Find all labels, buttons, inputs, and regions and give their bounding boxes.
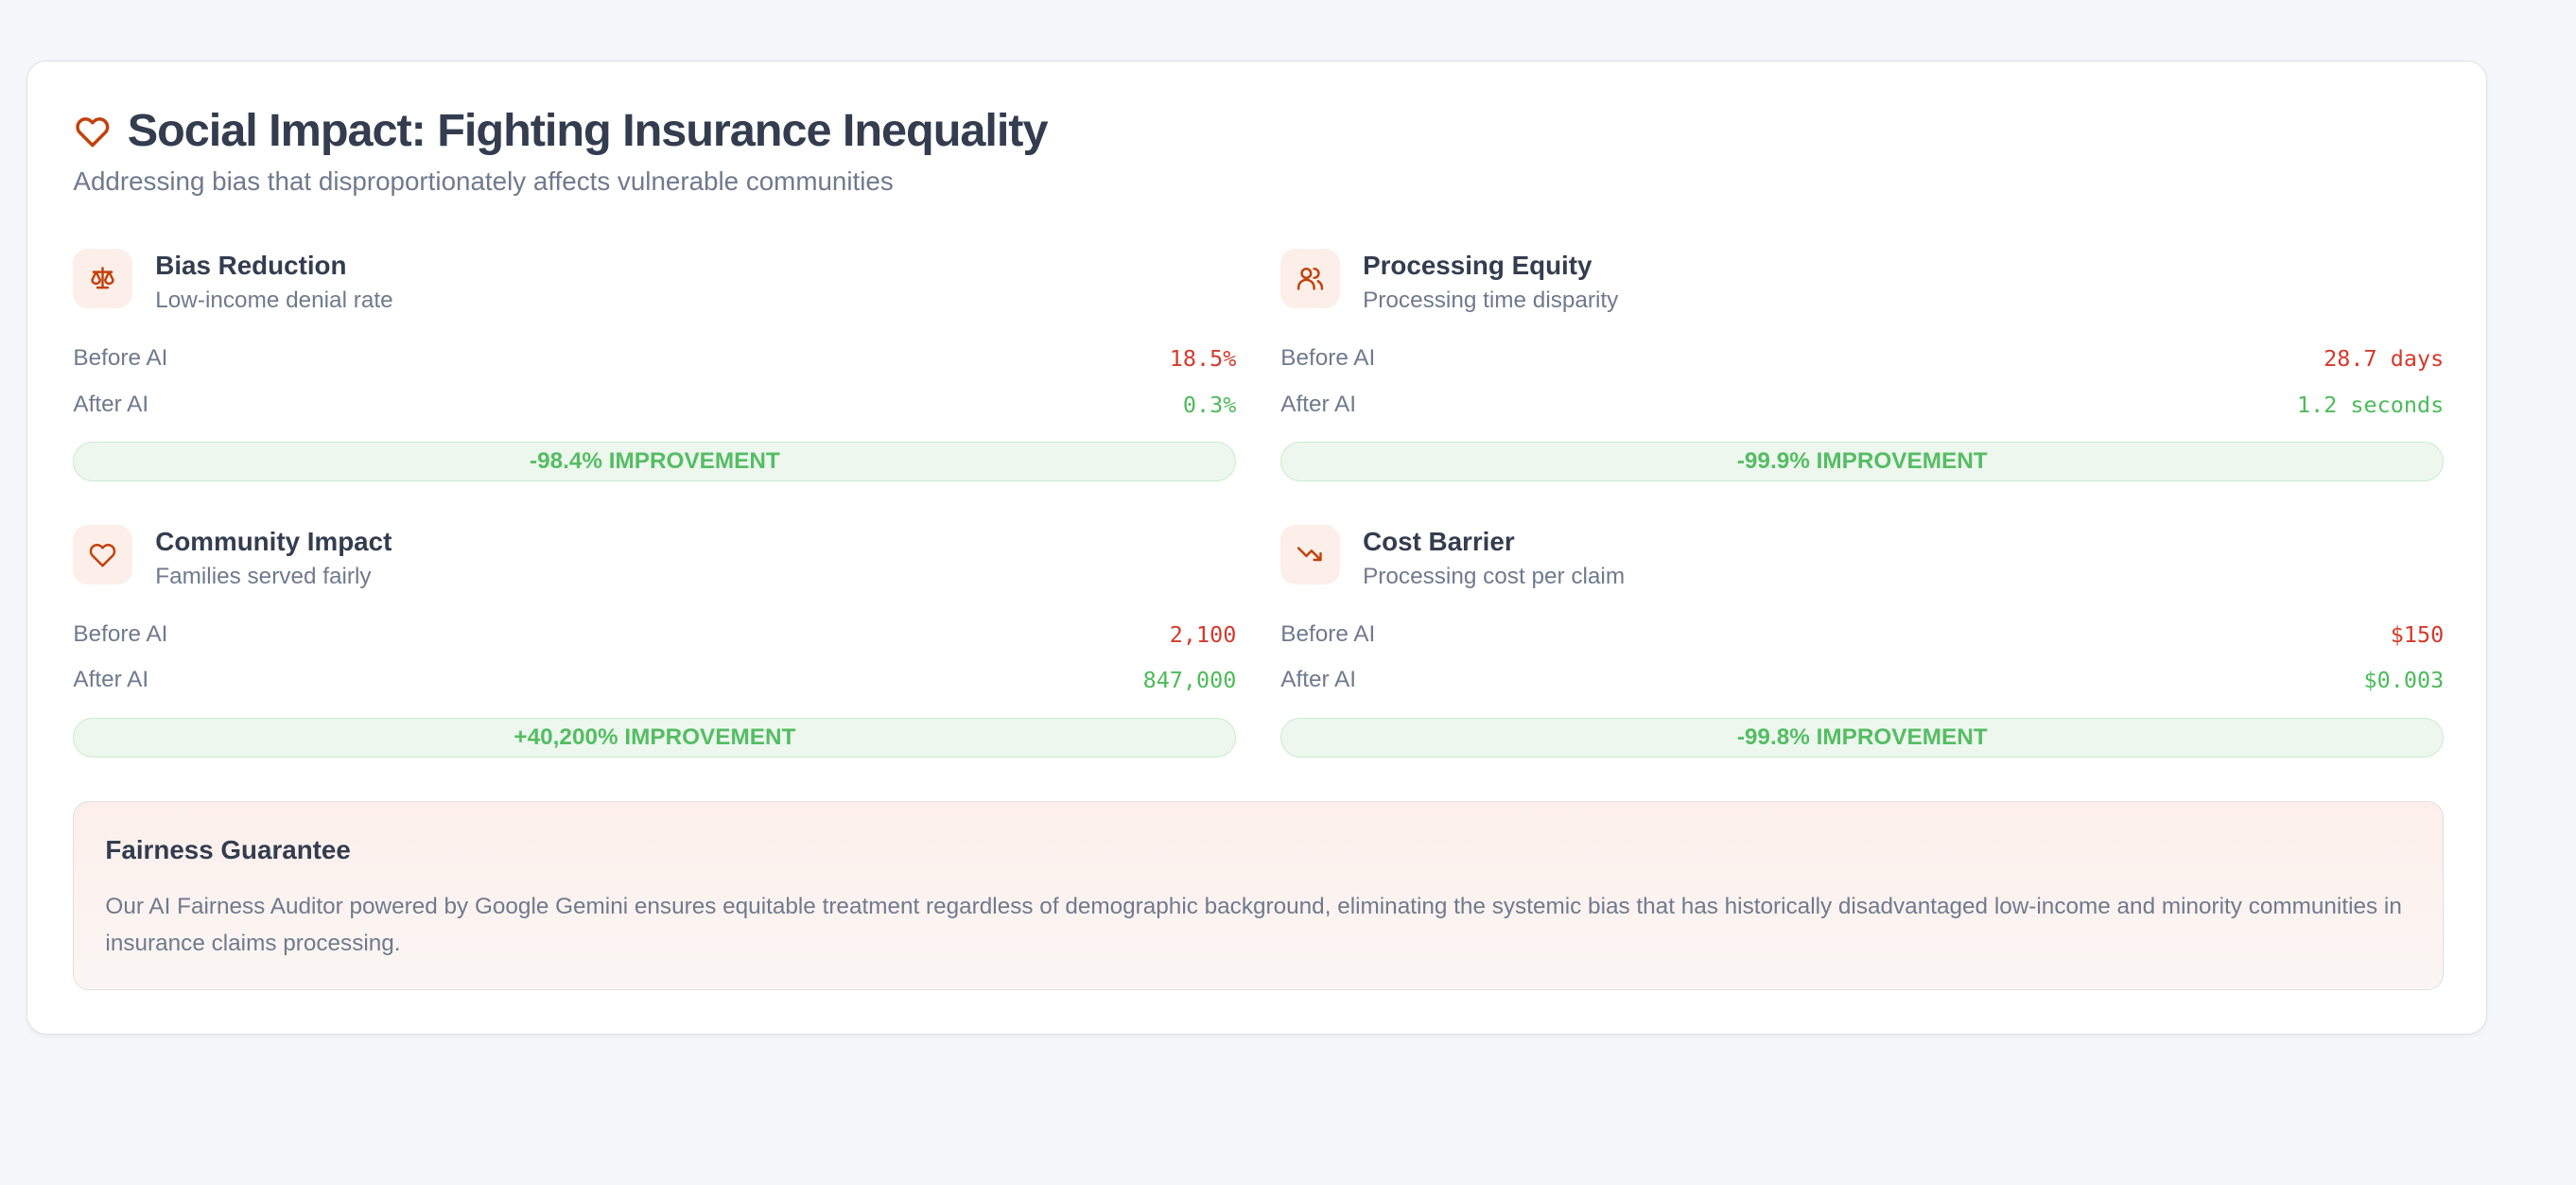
before-row: Before AI $150 bbox=[1280, 611, 2444, 657]
metric-subtitle: Families served fairly bbox=[155, 563, 372, 589]
heart-icon bbox=[90, 544, 116, 567]
before-label: Before AI bbox=[1280, 344, 1376, 371]
before-row: Before AI 28.7 days bbox=[1280, 336, 2444, 382]
improvement-badge: +40,200% IMPROVEMENT bbox=[73, 718, 1237, 758]
before-row: Before AI 2,100 bbox=[73, 611, 1236, 657]
after-label: After AI bbox=[73, 391, 149, 417]
metric-card: Cost Barrier Processing cost per claim B… bbox=[1280, 525, 2445, 758]
scale-icon bbox=[91, 267, 114, 289]
users-icon bbox=[1297, 268, 1324, 290]
metric-subtitle: Processing time disparity bbox=[1363, 287, 1619, 313]
fairness-text: Our AI Fairness Auditor powered by Googl… bbox=[105, 894, 2402, 957]
after-row: After AI 1.2 seconds bbox=[1280, 381, 2444, 427]
before-value: $150 bbox=[2390, 620, 2445, 648]
improvement-badge: -99.9% IMPROVEMENT bbox=[1280, 442, 2445, 482]
before-value: 2,100 bbox=[1169, 620, 1237, 648]
metric-title: Community Impact bbox=[155, 526, 392, 556]
before-value: 18.5% bbox=[1169, 344, 1237, 372]
after-label: After AI bbox=[73, 667, 149, 693]
after-row: After AI 0.3% bbox=[73, 381, 1236, 427]
card-header: Social Impact: Fighting Insurance Inequa… bbox=[73, 104, 1049, 157]
metric-card: Bias Reduction Low-income denial rate Be… bbox=[73, 249, 1237, 482]
after-label: After AI bbox=[1280, 667, 1356, 693]
before-row: Before AI 18.5% bbox=[73, 336, 1236, 382]
trending-down-icon bbox=[1297, 547, 1322, 562]
after-row: After AI 847,000 bbox=[73, 657, 1236, 704]
page-subtitle: Addressing bias that disproportionately … bbox=[73, 166, 894, 197]
metric-icon-box bbox=[73, 525, 132, 584]
metric-icon-box bbox=[1280, 249, 1340, 308]
before-label: Before AI bbox=[73, 620, 168, 647]
after-label: After AI bbox=[1280, 391, 1356, 417]
metric-card: Community Impact Families served fairly … bbox=[73, 525, 1237, 758]
metric-subtitle: Processing cost per claim bbox=[1363, 563, 1626, 589]
improvement-badge: -99.8% IMPROVEMENT bbox=[1280, 718, 2445, 758]
before-value: 28.7 days bbox=[2324, 344, 2445, 372]
heart-icon bbox=[76, 116, 110, 147]
improvement-badge: -98.4% IMPROVEMENT bbox=[73, 442, 1237, 482]
after-value: 847,000 bbox=[1142, 667, 1237, 694]
after-value: $0.003 bbox=[2363, 667, 2445, 694]
metric-title: Cost Barrier bbox=[1363, 526, 1515, 556]
before-label: Before AI bbox=[73, 344, 168, 371]
metric-title: Processing Equity bbox=[1363, 251, 1593, 281]
metric-title: Bias Reduction bbox=[155, 251, 347, 281]
metric-icon-box bbox=[1280, 525, 1340, 584]
after-row: After AI $0.003 bbox=[1280, 657, 2444, 704]
fairness-guarantee: Fairness Guarantee Our AI Fairness Audit… bbox=[73, 801, 2445, 990]
after-value: 0.3% bbox=[1182, 391, 1237, 418]
metric-subtitle: Low-income denial rate bbox=[155, 287, 393, 313]
metric-card: Processing Equity Processing time dispar… bbox=[1280, 249, 2445, 482]
before-label: Before AI bbox=[1280, 620, 1376, 647]
after-value: 1.2 seconds bbox=[2296, 391, 2445, 418]
social-impact-card: Social Impact: Fighting Insurance Inequa… bbox=[26, 61, 2488, 1036]
metric-icon-box bbox=[73, 249, 132, 308]
fairness-title: Fairness Guarantee bbox=[105, 834, 351, 864]
page-title: Social Impact: Fighting Insurance Inequa… bbox=[127, 105, 1049, 157]
